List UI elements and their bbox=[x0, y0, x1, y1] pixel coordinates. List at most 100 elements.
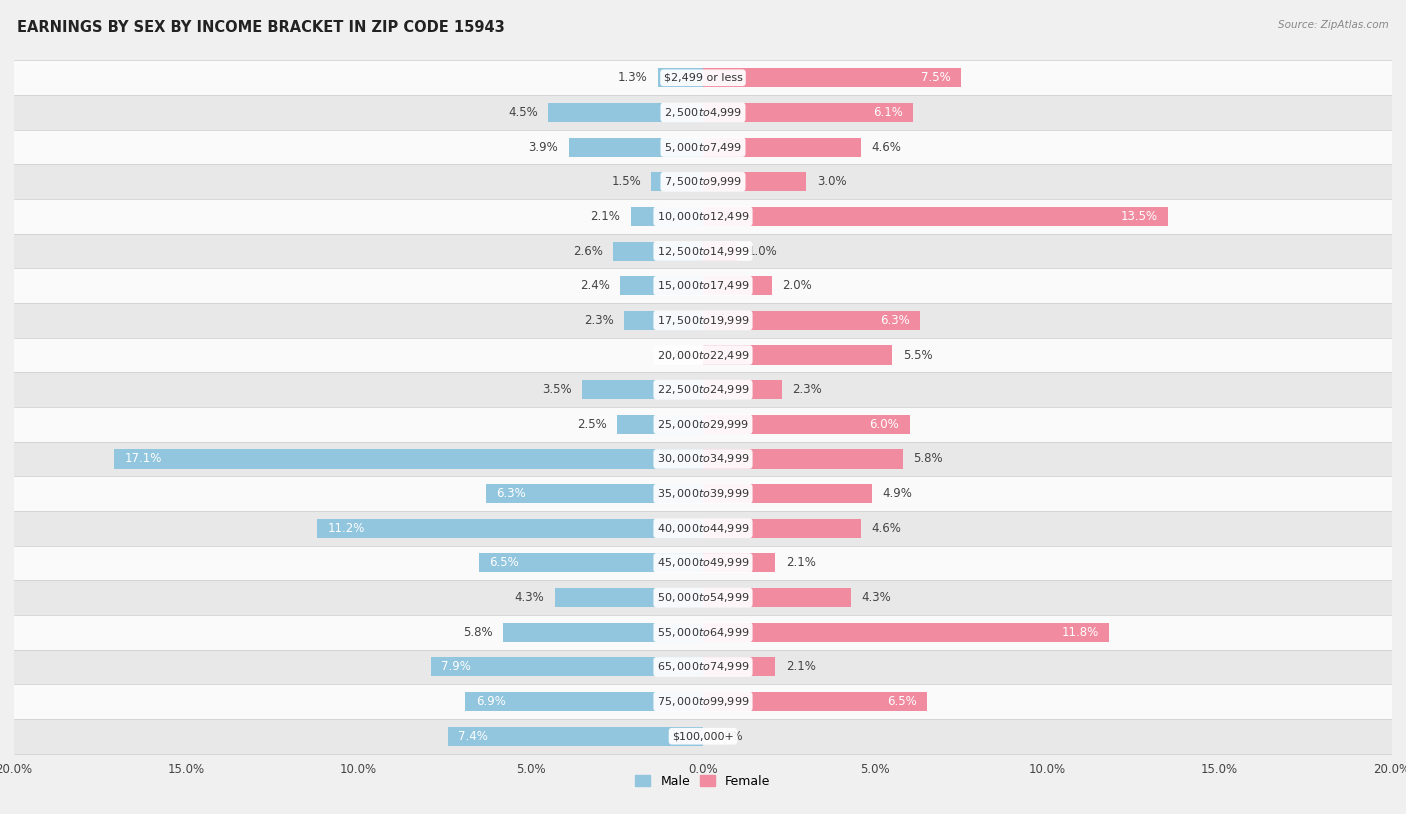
Text: 5.8%: 5.8% bbox=[912, 453, 943, 466]
Bar bbox=[703, 68, 962, 87]
Text: 2.1%: 2.1% bbox=[786, 660, 815, 673]
Bar bbox=[14, 303, 1392, 338]
Text: $17,500 to $19,999: $17,500 to $19,999 bbox=[657, 314, 749, 327]
Bar bbox=[14, 338, 1392, 372]
Bar bbox=[555, 588, 703, 607]
Text: Source: ZipAtlas.com: Source: ZipAtlas.com bbox=[1278, 20, 1389, 30]
Text: 4.5%: 4.5% bbox=[508, 106, 537, 119]
Bar bbox=[14, 545, 1392, 580]
Text: $50,000 to $54,999: $50,000 to $54,999 bbox=[657, 591, 749, 604]
Bar bbox=[703, 449, 903, 469]
Text: 6.1%: 6.1% bbox=[873, 106, 903, 119]
Bar bbox=[14, 580, 1392, 615]
Text: $30,000 to $34,999: $30,000 to $34,999 bbox=[657, 453, 749, 466]
Text: 11.2%: 11.2% bbox=[328, 522, 366, 535]
Text: 6.0%: 6.0% bbox=[869, 418, 900, 431]
Bar bbox=[568, 138, 703, 156]
Bar bbox=[14, 615, 1392, 650]
Text: 6.9%: 6.9% bbox=[475, 695, 506, 708]
Text: 2.6%: 2.6% bbox=[574, 244, 603, 257]
Bar bbox=[703, 554, 775, 572]
Bar bbox=[14, 269, 1392, 303]
Text: 2.1%: 2.1% bbox=[786, 557, 815, 570]
Bar bbox=[14, 199, 1392, 234]
Text: 4.6%: 4.6% bbox=[872, 141, 901, 154]
Text: 2.0%: 2.0% bbox=[782, 279, 813, 292]
Text: 17.1%: 17.1% bbox=[124, 453, 162, 466]
Text: 4.9%: 4.9% bbox=[882, 487, 912, 500]
Text: 6.5%: 6.5% bbox=[489, 557, 519, 570]
Text: 11.8%: 11.8% bbox=[1062, 626, 1099, 639]
Bar bbox=[14, 476, 1392, 511]
Text: 2.3%: 2.3% bbox=[583, 314, 613, 327]
Bar bbox=[703, 173, 807, 191]
Bar bbox=[14, 719, 1392, 754]
Bar bbox=[703, 311, 920, 330]
Bar bbox=[479, 554, 703, 572]
Bar bbox=[14, 372, 1392, 407]
Text: $15,000 to $17,499: $15,000 to $17,499 bbox=[657, 279, 749, 292]
Text: 0.0%: 0.0% bbox=[664, 348, 693, 361]
Bar bbox=[486, 484, 703, 503]
Text: 3.5%: 3.5% bbox=[543, 383, 572, 396]
Text: 2.3%: 2.3% bbox=[793, 383, 823, 396]
Bar bbox=[14, 685, 1392, 719]
Bar bbox=[703, 207, 1168, 226]
Bar bbox=[703, 658, 775, 676]
Bar bbox=[703, 380, 782, 399]
Bar bbox=[703, 588, 851, 607]
Bar bbox=[703, 276, 772, 295]
Text: 7.5%: 7.5% bbox=[921, 72, 950, 85]
Bar bbox=[14, 234, 1392, 269]
Text: 4.3%: 4.3% bbox=[515, 591, 544, 604]
Text: 4.3%: 4.3% bbox=[862, 591, 891, 604]
Bar bbox=[624, 311, 703, 330]
Bar bbox=[114, 449, 703, 469]
Text: $2,500 to $4,999: $2,500 to $4,999 bbox=[664, 106, 742, 119]
Text: EARNINGS BY SEX BY INCOME BRACKET IN ZIP CODE 15943: EARNINGS BY SEX BY INCOME BRACKET IN ZIP… bbox=[17, 20, 505, 35]
Bar bbox=[658, 68, 703, 87]
Text: 1.3%: 1.3% bbox=[619, 72, 648, 85]
Bar bbox=[703, 103, 912, 122]
Legend: Male, Female: Male, Female bbox=[630, 770, 776, 793]
Text: $5,000 to $7,499: $5,000 to $7,499 bbox=[664, 141, 742, 154]
Bar bbox=[503, 623, 703, 641]
Text: $55,000 to $64,999: $55,000 to $64,999 bbox=[657, 626, 749, 639]
Bar bbox=[613, 242, 703, 260]
Text: 6.3%: 6.3% bbox=[880, 314, 910, 327]
Bar bbox=[617, 415, 703, 434]
Bar bbox=[703, 415, 910, 434]
Bar bbox=[703, 484, 872, 503]
Text: $2,499 or less: $2,499 or less bbox=[664, 72, 742, 83]
Text: $22,500 to $24,999: $22,500 to $24,999 bbox=[657, 383, 749, 396]
Bar bbox=[449, 727, 703, 746]
Bar bbox=[14, 442, 1392, 476]
Bar bbox=[14, 60, 1392, 95]
Bar bbox=[14, 129, 1392, 164]
Text: 13.5%: 13.5% bbox=[1121, 210, 1157, 223]
Bar bbox=[703, 345, 893, 365]
Bar bbox=[620, 276, 703, 295]
Text: 7.4%: 7.4% bbox=[458, 729, 488, 742]
Text: 5.5%: 5.5% bbox=[903, 348, 932, 361]
Text: $35,000 to $39,999: $35,000 to $39,999 bbox=[657, 487, 749, 500]
Text: $40,000 to $44,999: $40,000 to $44,999 bbox=[657, 522, 749, 535]
Text: $20,000 to $22,499: $20,000 to $22,499 bbox=[657, 348, 749, 361]
Bar bbox=[465, 692, 703, 711]
Text: 6.5%: 6.5% bbox=[887, 695, 917, 708]
Text: $12,500 to $14,999: $12,500 to $14,999 bbox=[657, 244, 749, 257]
Bar bbox=[14, 511, 1392, 545]
Text: 6.3%: 6.3% bbox=[496, 487, 526, 500]
Bar bbox=[548, 103, 703, 122]
Text: 5.8%: 5.8% bbox=[463, 626, 494, 639]
Text: $10,000 to $12,499: $10,000 to $12,499 bbox=[657, 210, 749, 223]
Bar bbox=[14, 407, 1392, 442]
Text: 3.9%: 3.9% bbox=[529, 141, 558, 154]
Text: 2.1%: 2.1% bbox=[591, 210, 620, 223]
Bar bbox=[703, 519, 862, 538]
Bar bbox=[703, 242, 738, 260]
Text: 2.5%: 2.5% bbox=[576, 418, 606, 431]
Text: $75,000 to $99,999: $75,000 to $99,999 bbox=[657, 695, 749, 708]
Bar bbox=[318, 519, 703, 538]
Bar bbox=[703, 623, 1109, 641]
